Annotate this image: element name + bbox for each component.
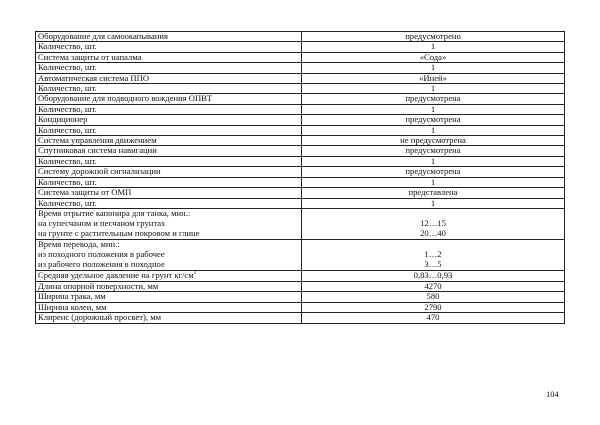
table-row: Количество, шт. 1 (35, 176, 565, 189)
row-label: Оборудование для подводного вождения ОПВ… (35, 93, 302, 105)
row-value: предусмотрена (301, 145, 565, 157)
page-number: 104 (546, 389, 559, 399)
row-value: 470 (301, 312, 565, 324)
row-label-line: Время отрытие капонира для танка, мин.: (38, 207, 191, 218)
row-value-line: 1…2 (424, 249, 442, 260)
table-row: Количество, шт. 1 (35, 124, 565, 137)
row-label-line: на грунте с растительным покровом и глин… (38, 228, 200, 239)
row-label-line: Время перевода, мин.: (38, 239, 120, 250)
specifications-table: Оборудование для самоокапывания предусмот… (35, 30, 565, 324)
row-label: Систему дорожной сигнализации (35, 166, 302, 178)
table-row: Спутниковая система навигации предусмотре… (35, 145, 565, 157)
row-label: Ширина колеи, мм (35, 301, 302, 314)
row-value: 2790 (301, 301, 565, 314)
table-row: Оборудование для самоокапывания предусмот… (35, 30, 565, 43)
row-label: Длина опорной поверхности, мм (35, 280, 302, 293)
table-row: Длина опорной поверхности, мм 4270 (35, 280, 565, 293)
row-value: не предусмотрена (301, 135, 565, 147)
table-row: Количество, шт. 1 (35, 155, 565, 168)
row-value: 1 (301, 83, 565, 95)
table-row: Количество, шт. 1 (35, 103, 565, 116)
row-value: 1 (301, 197, 565, 209)
row-label: Система управления движением (35, 135, 302, 147)
row-value: 1 (301, 124, 565, 137)
row-label: Количество, шт. (35, 62, 302, 74)
row-value: представлена (301, 187, 565, 199)
row-label-line: из походного положения в рабочее (38, 249, 165, 260)
row-value: 0,83…0,93 (301, 270, 565, 282)
row-value: 4270 (301, 280, 565, 293)
row-label: Ширина трака, мм (35, 291, 302, 303)
table-row: Средняя удельное давление на грунт кг/см… (35, 270, 565, 282)
row-value: «Сода» (301, 51, 565, 64)
table-row: Систему дорожной сигнализации предусмотре… (35, 166, 565, 178)
table-row: Система управления движением не предусмот… (35, 135, 565, 147)
table-row: Автоматическая система ППО «Иней» (35, 72, 565, 85)
row-label: Количество, шт. (35, 176, 302, 189)
row-label: Количество, шт. (35, 103, 302, 116)
row-label: Количество, шт. (35, 155, 302, 168)
row-value-line: 3…5 (424, 259, 442, 270)
table-row: Количество, шт. 1 (35, 41, 565, 53)
row-label: Система защиты от напалма (35, 51, 302, 64)
row-label-line: на супесчаном и песчаном грунтах (38, 218, 166, 228)
row-value: предусмотрена (301, 166, 565, 178)
row-value: предусмотрена (301, 93, 565, 105)
row-label: Система защиты от ОМП (35, 187, 302, 199)
table-row: Система защиты от напалма «Сода» (35, 51, 565, 64)
table-row: Кондиционер предусмотрена (35, 114, 565, 126)
table-row: Ширина трака, мм 580 (35, 291, 565, 303)
row-label: Средняя удельное давление на грунт кг/см… (35, 270, 302, 282)
row-value: предусмотрена (301, 114, 565, 126)
row-value: 1 (301, 41, 565, 53)
row-value: 1 (301, 155, 565, 168)
row-label: Автоматическая система ППО (35, 72, 302, 85)
table-row: Количество, шт. 1 (35, 197, 565, 209)
table-row: Количество, шт. 1 (35, 62, 565, 74)
table-row: Система защиты от ОМП представлена (35, 187, 565, 199)
row-label: Спутниковая система навигации (35, 145, 302, 157)
table-row-multiline: Время отрытие капонира для танка, мин.: н… (35, 207, 565, 241)
table-row: Ширина колеи, мм 2790 (35, 301, 565, 314)
table-row: Количество, шт. 1 (35, 83, 565, 95)
row-label: Клиренс (дорожный просвет), мм (35, 312, 302, 324)
row-value: 1 (301, 176, 565, 189)
row-value: «Иней» (301, 72, 565, 85)
row-value-line: 12…15 (420, 218, 446, 228)
row-label: Количество, шт. (35, 83, 302, 95)
row-value: предусмотрено (301, 30, 565, 43)
row-label: Количество, шт. (35, 41, 302, 53)
row-label: Количество, шт. (35, 197, 302, 209)
row-label: Количество, шт. (35, 124, 302, 137)
row-value: 580 (301, 291, 565, 303)
row-value: 1 (301, 62, 565, 74)
row-value: 1 (301, 103, 565, 116)
table-row: Оборудование для подводного вождения ОПВ… (35, 93, 565, 105)
row-value-line: 20…40 (420, 228, 446, 239)
table-row: Клиренс (дорожный просвет), мм 470 (35, 312, 565, 324)
row-label-line: из рабочего положения в походное (38, 259, 165, 270)
row-label: Оборудование для самоокапывания (35, 30, 302, 43)
row-label: Кондиционер (35, 114, 302, 126)
table-row-multiline: Время перевода, мин.: из походного положе… (35, 239, 565, 272)
